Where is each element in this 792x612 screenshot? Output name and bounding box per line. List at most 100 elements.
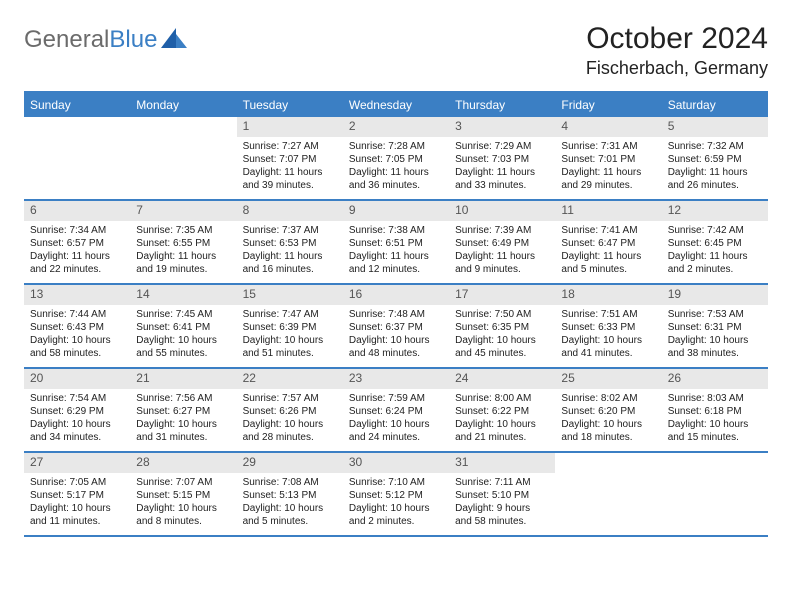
sunrise-text: Sunrise: 8:00 AM [455,392,549,405]
day-number [555,453,661,457]
header: GeneralBlue October 2024 Fischerbach, Ge… [24,22,768,79]
sunset-text: Sunset: 7:01 PM [561,153,655,166]
day-cell: 23Sunrise: 7:59 AMSunset: 6:24 PMDayligh… [343,369,449,451]
sunrise-text: Sunrise: 7:38 AM [349,224,443,237]
sunrise-text: Sunrise: 8:02 AM [561,392,655,405]
day-number: 15 [237,285,343,305]
day-number: 31 [449,453,555,473]
daylight-text: Daylight: 10 hours and 18 minutes. [561,418,655,444]
logo-text-gray: General [24,26,109,53]
sunrise-text: Sunrise: 7:05 AM [30,476,124,489]
logo-text-blue: Blue [109,26,157,53]
sunset-text: Sunset: 5:12 PM [349,489,443,502]
day-body: Sunrise: 7:42 AMSunset: 6:45 PMDaylight:… [662,221,768,281]
daylight-text: Daylight: 11 hours and 36 minutes. [349,166,443,192]
day-body: Sunrise: 7:56 AMSunset: 6:27 PMDaylight:… [130,389,236,449]
day-header: Saturday [662,93,768,117]
day-number: 25 [555,369,661,389]
day-body: Sunrise: 7:35 AMSunset: 6:55 PMDaylight:… [130,221,236,281]
day-body: Sunrise: 7:53 AMSunset: 6:31 PMDaylight:… [662,305,768,365]
sunrise-text: Sunrise: 7:11 AM [455,476,549,489]
daylight-text: Daylight: 10 hours and 38 minutes. [668,334,762,360]
logo-triangle-icon [161,28,187,53]
day-cell: 2Sunrise: 7:28 AMSunset: 7:05 PMDaylight… [343,117,449,199]
day-body: Sunrise: 7:38 AMSunset: 6:51 PMDaylight:… [343,221,449,281]
day-body: Sunrise: 7:39 AMSunset: 6:49 PMDaylight:… [449,221,555,281]
weeks-container: 1 Sunrise: 7:27 AMSunset: 7:07 PM Daylight… [24,117,768,537]
sunrise-text: Sunrise: 8:03 AM [668,392,762,405]
day-body: Sunrise: 7:57 AMSunset: 6:26 PMDaylight:… [237,389,343,449]
sunset-text: Sunset: 6:43 PM [30,321,124,334]
day-cell: 26Sunrise: 8:03 AMSunset: 6:18 PMDayligh… [662,369,768,451]
daylight-text: Daylight: 11 hours and 12 minutes. [349,250,443,276]
day-body: Sunrise: 7:28 AMSunset: 7:05 PMDaylight:… [343,137,449,197]
daylight-text: Daylight: 10 hours and 21 minutes. [455,418,549,444]
daylight-text: Daylight: 10 hours and 48 minutes. [349,334,443,360]
logo-text: GeneralBlue [24,26,157,54]
day-number: 6 [24,201,130,221]
day-cell: 20Sunrise: 7:54 AMSunset: 6:29 PMDayligh… [24,369,130,451]
day-body: Sunrise: 7:32 AMSunset: 6:59 PMDaylight:… [662,137,768,197]
sunset-text: Sunset: 6:37 PM [349,321,443,334]
day-number: 30 [343,453,449,473]
day-number [130,117,236,121]
day-number: 11 [555,201,661,221]
day-cell: 5Sunrise: 7:32 AMSunset: 6:59 PMDaylight… [662,117,768,199]
day-number: 3 [449,117,555,137]
day-cell: 7Sunrise: 7:35 AMSunset: 6:55 PMDaylight… [130,201,236,283]
day-cell: 4Sunrise: 7:31 AMSunset: 7:01 PMDaylight… [555,117,661,199]
daylight-text: Daylight: 10 hours and 15 minutes. [668,418,762,444]
day-number: 24 [449,369,555,389]
day-body: Sunrise: 7:31 AMSunset: 7:01 PMDaylight:… [555,137,661,197]
sunset-text: Sunset: 6:24 PM [349,405,443,418]
sunrise-text: Sunrise: 7:57 AM [243,392,337,405]
day-number [24,117,130,121]
sunset-text: Sunset: 5:15 PM [136,489,230,502]
day-number: 17 [449,285,555,305]
logo: GeneralBlue [24,26,187,54]
sunrise-text: Sunrise: 7:32 AM [668,140,762,153]
day-body: Sunrise: 7:44 AMSunset: 6:43 PMDaylight:… [24,305,130,365]
daylight-text: Daylight: 11 hours and 19 minutes. [136,250,230,276]
sunrise-text: Sunrise: 7:53 AM [668,308,762,321]
day-header-row: SundayMondayTuesdayWednesdayThursdayFrid… [24,93,768,117]
sunset-text: Sunset: 6:41 PM [136,321,230,334]
day-cell: 11Sunrise: 7:41 AMSunset: 6:47 PMDayligh… [555,201,661,283]
day-cell: 21Sunrise: 7:56 AMSunset: 6:27 PMDayligh… [130,369,236,451]
daylight-text: Daylight: 11 hours and 29 minutes. [561,166,655,192]
week-row: 6Sunrise: 7:34 AMSunset: 6:57 PMDaylight… [24,201,768,285]
day-cell: 15Sunrise: 7:47 AMSunset: 6:39 PMDayligh… [237,285,343,367]
day-cell: 9Sunrise: 7:38 AMSunset: 6:51 PMDaylight… [343,201,449,283]
day-number: 14 [130,285,236,305]
daylight-text: Daylight: 11 hours and 33 minutes. [455,166,549,192]
sunrise-text: Sunrise: 7:45 AM [136,308,230,321]
day-number: 1 [237,117,343,137]
daylight-text: Daylight: 11 hours and 22 minutes. [30,250,124,276]
day-cell: 24Sunrise: 8:00 AMSunset: 6:22 PMDayligh… [449,369,555,451]
daylight-text: Daylight: 10 hours and 58 minutes. [30,334,124,360]
day-body: Sunrise: 7:37 AMSunset: 6:53 PMDaylight:… [237,221,343,281]
sunset-text: Sunset: 6:57 PM [30,237,124,250]
sunset-text: Sunset: 7:05 PM [349,153,443,166]
day-body: Sunrise: 7:34 AMSunset: 6:57 PMDaylight:… [24,221,130,281]
day-body: Sunrise: 7:29 AMSunset: 7:03 PMDaylight:… [449,137,555,197]
sunset-text: Sunset: 6:53 PM [243,237,337,250]
day-cell [662,453,768,535]
sunset-text: Sunset: 6:26 PM [243,405,337,418]
day-cell: 16Sunrise: 7:48 AMSunset: 6:37 PMDayligh… [343,285,449,367]
day-cell: 19Sunrise: 7:53 AMSunset: 6:31 PMDayligh… [662,285,768,367]
day-body: Sunrise: 7:59 AMSunset: 6:24 PMDaylight:… [343,389,449,449]
day-number: 5 [662,117,768,137]
day-header: Thursday [449,93,555,117]
daylight-text: Daylight: 11 hours and 9 minutes. [455,250,549,276]
sunrise-text: Sunrise: 7:28 AM [349,140,443,153]
daylight-text: Daylight: 10 hours and 24 minutes. [349,418,443,444]
daylight-text: Daylight: 11 hours and 16 minutes. [243,250,337,276]
day-body: Sunrise: 7:54 AMSunset: 6:29 PMDaylight:… [24,389,130,449]
day-header: Tuesday [237,93,343,117]
sunrise-text: Sunrise: 7:27 AM [243,140,337,153]
day-number: 9 [343,201,449,221]
sunset-text: Sunset: 7:07 PM [243,153,337,166]
day-cell: 6Sunrise: 7:34 AMSunset: 6:57 PMDaylight… [24,201,130,283]
daylight-text: Daylight: 10 hours and 28 minutes. [243,418,337,444]
